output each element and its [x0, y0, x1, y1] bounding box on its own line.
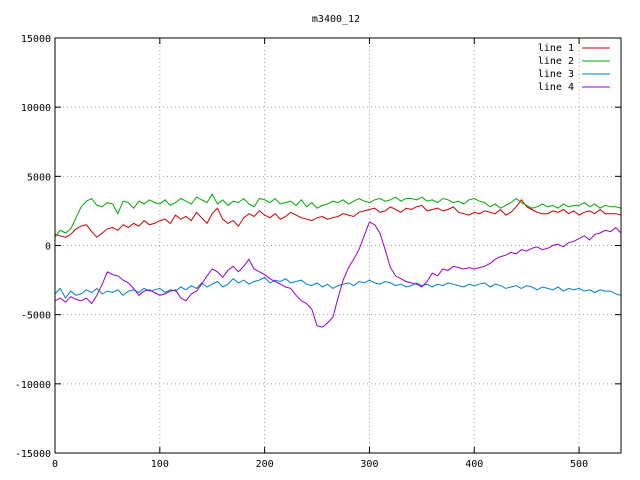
y-tick-label: -15000 [15, 449, 51, 460]
y-tick-label: -10000 [15, 380, 51, 391]
x-tick-label: 500 [570, 459, 588, 470]
series-line-1 [54, 198, 622, 238]
x-tick-label: 400 [465, 459, 483, 470]
y-tick-label: 0 [45, 242, 51, 253]
legend-label: line 2 [538, 56, 574, 67]
series-line-4 [54, 221, 622, 328]
x-tick-label: 300 [360, 459, 378, 470]
y-tick-label: 10000 [21, 103, 51, 114]
series-line-3 [54, 276, 622, 300]
legend: line 1 line 2 line 3 line 4 [538, 43, 610, 93]
legend-label: line 3 [538, 69, 574, 80]
series-group [54, 193, 622, 328]
axes: 0 100 200 300 400 500 -15000 -10000 -5000 0 5000 10… [15, 34, 621, 470]
y-tick-label: 15000 [21, 34, 51, 45]
x-tick-label: 200 [256, 459, 274, 470]
x-tick-label: 0 [52, 459, 58, 470]
series-line-2 [54, 193, 622, 238]
legend-label: line 4 [538, 82, 574, 93]
legend-label: line 1 [538, 43, 574, 54]
y-tick-label: 5000 [27, 172, 51, 183]
grid [55, 38, 621, 453]
chart-title: m3400_12 [312, 14, 360, 25]
x-tick-label: 100 [151, 459, 169, 470]
y-tick-label: -5000 [21, 311, 51, 322]
